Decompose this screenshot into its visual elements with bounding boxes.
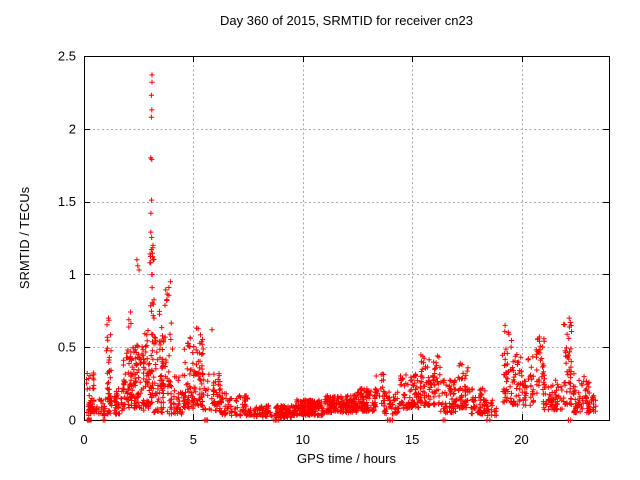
plot-border xyxy=(84,56,610,421)
y-tick-label: 2.5 xyxy=(58,49,76,64)
x-tick-label: 10 xyxy=(296,432,310,447)
data-points xyxy=(84,72,599,423)
y-tick-label: 1.5 xyxy=(58,194,76,209)
y-tick-label: 0 xyxy=(69,413,76,428)
x-tick-label: 5 xyxy=(190,432,197,447)
y-tick-label: 0.5 xyxy=(58,340,76,355)
zero-square-marker xyxy=(86,417,92,423)
y-tick-label: 1 xyxy=(69,267,76,282)
x-tick-label: 20 xyxy=(514,432,528,447)
grid-lines xyxy=(84,56,609,420)
y-axis-label: SRMTID / TECUs xyxy=(17,186,32,290)
x-axis-label: GPS time / hours xyxy=(297,451,396,466)
tick-labels: 0 5 10 15 20 0 0.5 1 1.5 2 2.5 xyxy=(58,49,529,448)
x-tick-label: 15 xyxy=(405,432,419,447)
y-tick-label: 2 xyxy=(69,121,76,136)
x-tick-label: 0 xyxy=(80,432,87,447)
chart-title: Day 360 of 2015, SRMTID for receiver cn2… xyxy=(220,13,473,28)
